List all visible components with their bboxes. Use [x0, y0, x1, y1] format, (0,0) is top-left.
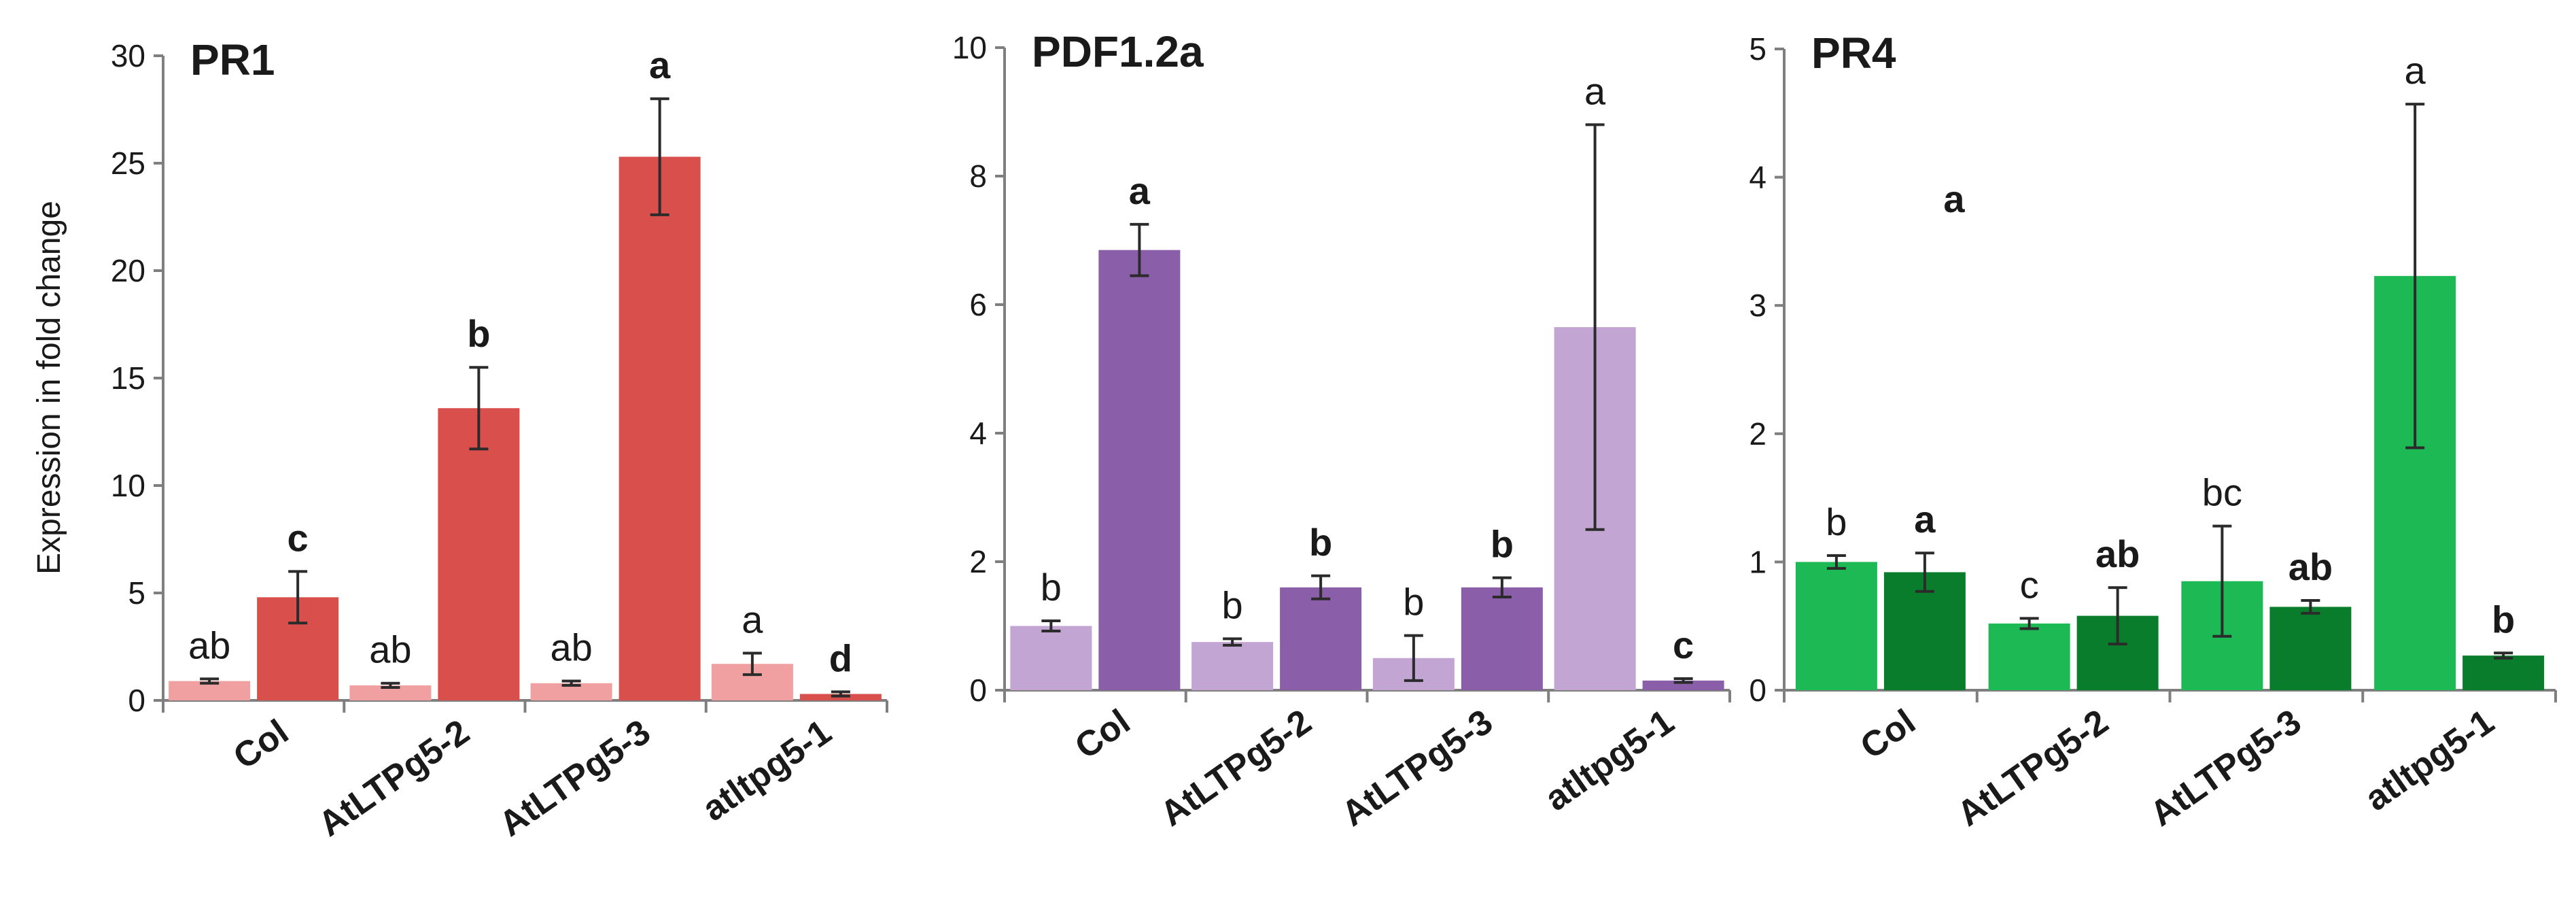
panel-2-y-tick-label: 8	[969, 158, 987, 194]
panel-1-x-tick-label: AtLTPg5-2	[311, 712, 476, 844]
panel-1-y-tick-label: 15	[111, 360, 145, 396]
panel-2-x-tick-label: AtLTPg5-2	[1153, 702, 1319, 834]
panel-3-significance-letter: ab	[2095, 532, 2140, 575]
panel-1-y-tick-label: 20	[111, 253, 145, 288]
panel-1-significance-letter: c	[288, 516, 309, 559]
panel-2-x-tick-label: Col	[1068, 702, 1137, 767]
panel-1-x-tick-label: AtLTPg5-3	[492, 712, 657, 844]
panel-1-significance-letter: ab	[188, 624, 230, 666]
panel-3-significance-letter: a	[2405, 49, 2426, 92]
panel-2-significance-letter: b	[1491, 523, 1514, 566]
panel-3-y-tick-label: 5	[1749, 31, 1766, 67]
panel-3-y-tick-label: 0	[1749, 673, 1766, 708]
panel-3-significance-letter: bc	[2202, 471, 2242, 514]
panel-2-significance-letter: b	[1403, 581, 1424, 624]
panel-3-x-tick-label: AtLTPg5-3	[2143, 702, 2308, 834]
panel-1-significance-letter: ab	[369, 628, 411, 671]
panel-1-significance-letter: ab	[550, 626, 592, 669]
panel-2-significance-letter: b	[1222, 583, 1243, 626]
panel-2-y-tick-label: 10	[952, 30, 987, 65]
panel-2-bar-3-series-2	[1461, 587, 1543, 690]
panel-2-bar-1-series-1	[1010, 626, 1092, 690]
panel-2-title: PDF1.2a	[1032, 27, 1204, 76]
panel-1-x-tick-label: atltpg5-1	[695, 712, 839, 829]
panel-1-y-tick-label: 5	[128, 575, 145, 611]
panel-3-y-tick-label: 3	[1749, 288, 1766, 323]
panel-1-significance-letter: d	[829, 636, 852, 679]
panel-2-y-tick-label: 6	[969, 287, 987, 322]
panel-1-significance-letter: a	[649, 44, 671, 86]
panel-3-bar-3-series-2	[2269, 607, 2352, 690]
panel-2-y-tick-label: 0	[969, 673, 987, 708]
panel-1-y-tick-label: 0	[128, 683, 145, 718]
panel-3-bar-4-series-2	[2462, 656, 2545, 690]
pr4-floating-letter: a	[1943, 177, 1965, 220]
panel-2-significance-letter: b	[1041, 566, 1062, 609]
panel-3-significance-letter: a	[1914, 498, 1936, 541]
panel-2-y-tick-label: 4	[969, 415, 987, 451]
panel-1-bar-3-series-2	[619, 156, 701, 700]
panel-1-x-tick-label: Col	[226, 712, 296, 777]
panel-3-y-tick-label: 2	[1749, 416, 1766, 452]
panel-2-bar-4-series-2	[1642, 680, 1724, 690]
panel-3-significance-letter: c	[2020, 563, 2039, 606]
panel-1-bar-2-series-2	[438, 408, 520, 700]
panel-1-bar-2-series-1	[349, 685, 432, 700]
panel-3-bar-2-series-1	[1988, 623, 2070, 690]
panel-3-x-tick-label: atltpg5-1	[2358, 702, 2501, 819]
panel-1-significance-letter: a	[742, 598, 763, 641]
panel-1-title: PR1	[190, 35, 275, 84]
panel-3-significance-letter: b	[2492, 598, 2515, 641]
panel-3-x-tick-label: Col	[1853, 702, 1923, 767]
panel-1-y-tick-label: 25	[111, 146, 145, 181]
panel-2-significance-letter: c	[1673, 624, 1694, 666]
panel-1-significance-letter: b	[467, 312, 490, 355]
panel-2-bar-2-series-2	[1280, 587, 1362, 690]
panel-2-significance-letter: b	[1309, 521, 1332, 564]
panel-3-y-tick-label: 1	[1749, 544, 1766, 579]
panel-3-y-tick-label: 4	[1749, 160, 1766, 195]
panel-1-y-tick-label: 30	[111, 38, 145, 73]
panel-3-x-tick-label: AtLTPg5-2	[1950, 702, 2115, 834]
panel-2-bar-1-series-2	[1098, 250, 1181, 690]
panel-3-significance-letter: b	[1826, 500, 1847, 543]
panel-3-bar-1-series-1	[1795, 562, 1877, 690]
panel-1-y-tick-label: 10	[111, 468, 145, 503]
panel-2-x-tick-label: AtLTPg5-3	[1335, 702, 1500, 834]
panel-2-y-tick-label: 2	[969, 544, 987, 579]
panel-2-x-tick-label: atltpg5-1	[1538, 702, 1682, 819]
panel-2-significance-letter: a	[1129, 169, 1151, 212]
panel-3-title: PR4	[1811, 29, 1896, 78]
y-axis-label: Expression in fold change	[31, 201, 67, 575]
panel-2-bar-2-series-1	[1191, 642, 1274, 690]
panel-3-significance-letter: ab	[2288, 545, 2333, 588]
panel-2-significance-letter: a	[1584, 69, 1606, 112]
